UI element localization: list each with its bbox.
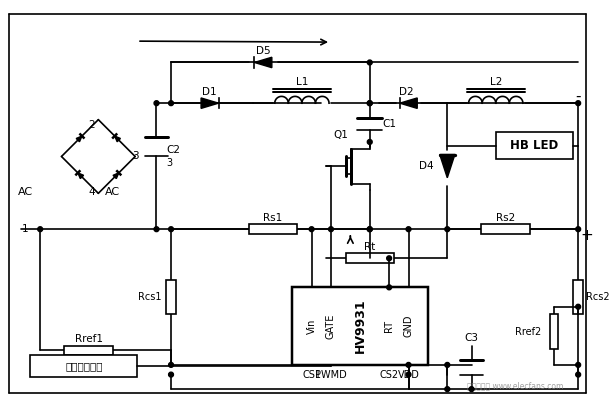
Circle shape [367,227,372,232]
Circle shape [445,227,450,232]
Circle shape [367,101,372,105]
Circle shape [406,227,411,232]
Text: D1: D1 [202,87,217,96]
Circle shape [367,101,372,105]
Text: 2: 2 [88,120,95,131]
Circle shape [154,101,159,105]
Bar [550,315,558,349]
Text: 调光信号输入: 调光信号输入 [65,361,103,371]
Polygon shape [113,173,119,179]
Circle shape [576,227,580,232]
Text: 4: 4 [88,187,95,197]
Text: CS2: CS2 [379,370,399,380]
Circle shape [367,227,372,232]
Polygon shape [78,173,84,179]
Text: Rcs1: Rcs1 [138,292,161,302]
Bar [573,280,583,315]
Circle shape [469,387,474,392]
Text: 3: 3 [166,158,172,168]
Circle shape [329,227,334,232]
Circle shape [367,60,372,65]
Circle shape [169,372,174,377]
Circle shape [406,372,411,377]
Circle shape [387,285,392,290]
Text: Rref1: Rref1 [75,334,103,344]
Text: D2: D2 [399,87,414,96]
Text: PWMD: PWMD [315,370,347,380]
Bar [481,224,530,234]
Text: 1: 1 [23,224,29,234]
Circle shape [367,140,372,144]
Bar [345,254,394,263]
Text: C1: C1 [382,118,397,129]
Text: Rcs2: Rcs2 [586,292,610,302]
Text: +: + [580,228,593,243]
Text: C3: C3 [464,333,478,343]
Circle shape [445,387,450,392]
Text: Rs2: Rs2 [496,212,515,223]
Text: Rref2: Rref2 [515,327,541,337]
Text: GATE: GATE [326,313,336,339]
Circle shape [576,101,580,105]
Text: VDD: VDD [398,370,420,380]
Text: Rt: Rt [364,242,375,252]
Bar [249,224,297,234]
Text: Q1: Q1 [333,130,348,140]
Text: AC: AC [18,187,33,197]
Text: L1: L1 [296,77,308,87]
Text: RT: RT [384,320,394,332]
Text: GND: GND [403,315,414,337]
Text: CS1: CS1 [302,370,321,380]
Circle shape [406,363,411,368]
Polygon shape [76,136,82,142]
Bar [31,355,137,376]
Circle shape [387,256,392,261]
Circle shape [576,304,580,309]
Circle shape [154,227,159,232]
Circle shape [169,227,174,232]
Text: Vin: Vin [307,318,316,334]
Polygon shape [440,155,455,178]
Bar [496,132,573,160]
Text: C2: C2 [166,145,180,155]
Text: Rs1: Rs1 [263,212,282,223]
Circle shape [309,227,314,232]
Polygon shape [254,57,272,68]
Text: HV9931: HV9931 [354,299,367,353]
Polygon shape [115,136,120,142]
Polygon shape [400,98,417,108]
Bar [292,287,428,365]
Text: 3: 3 [132,151,139,162]
Text: HB LED: HB LED [510,139,558,152]
Text: AC: AC [105,187,120,197]
Circle shape [169,363,174,368]
Bar [64,346,113,355]
Bar [166,280,176,315]
Circle shape [169,101,174,105]
Circle shape [38,227,43,232]
Text: D5: D5 [256,46,271,56]
Circle shape [576,372,580,377]
Text: -: - [576,89,581,104]
Circle shape [576,363,580,368]
Text: L2: L2 [489,77,502,87]
Text: 电子发烧友 www.elecfans.com: 电子发烧友 www.elecfans.com [467,382,563,391]
Circle shape [445,363,450,368]
Text: D4: D4 [419,161,433,171]
Polygon shape [201,98,219,108]
